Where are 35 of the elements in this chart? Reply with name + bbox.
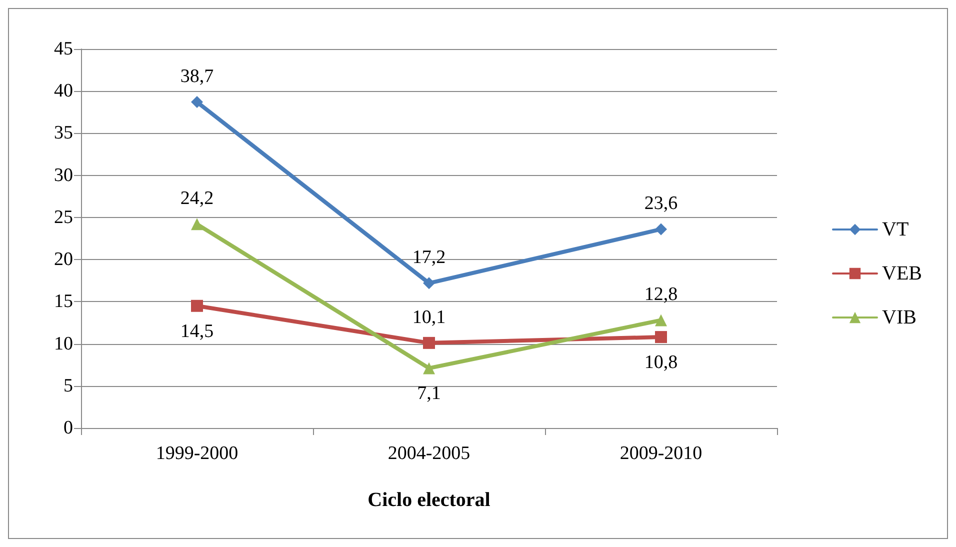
point <box>423 362 435 374</box>
data-label: 38,7 <box>180 66 214 88</box>
point <box>191 96 203 108</box>
y-tick-label: 15 <box>54 291 73 312</box>
y-tick-label: 25 <box>54 206 73 228</box>
x-tick-label: 1999-2000 <box>156 443 238 464</box>
legend-label: VT <box>882 218 909 240</box>
legend-label: VEB <box>882 262 922 284</box>
y-tick-label: 20 <box>54 249 73 270</box>
y-tick-label: 10 <box>54 333 73 354</box>
data-label: 17,2 <box>412 247 446 268</box>
data-label: 10,8 <box>644 352 678 374</box>
x-axis-title: Ciclo electoral <box>368 489 491 511</box>
data-label: 14,5 <box>180 320 214 342</box>
y-tick-label: 35 <box>54 122 73 144</box>
legend-label: VIB <box>882 306 916 328</box>
point <box>191 218 203 230</box>
point <box>423 277 435 290</box>
point <box>655 223 667 236</box>
y-tick-label: 30 <box>54 164 73 186</box>
y-tick-label: 0 <box>64 418 73 438</box>
x-tick-label: 2009-2010 <box>620 443 702 464</box>
point <box>191 300 203 312</box>
data-label: 7,1 <box>417 383 441 404</box>
data-label: 10,1 <box>412 306 446 328</box>
point <box>423 336 435 349</box>
data-label: 24,2 <box>180 188 214 210</box>
x-tick-label: 2004-2005 <box>388 443 470 464</box>
y-tick-label: 5 <box>64 375 73 396</box>
data-label: 12,8 <box>644 284 678 306</box>
y-tick-label: 40 <box>54 80 73 102</box>
point <box>655 314 667 326</box>
y-tick-label: 45 <box>54 38 73 60</box>
data-label: 23,6 <box>644 193 678 214</box>
point <box>655 331 667 344</box>
